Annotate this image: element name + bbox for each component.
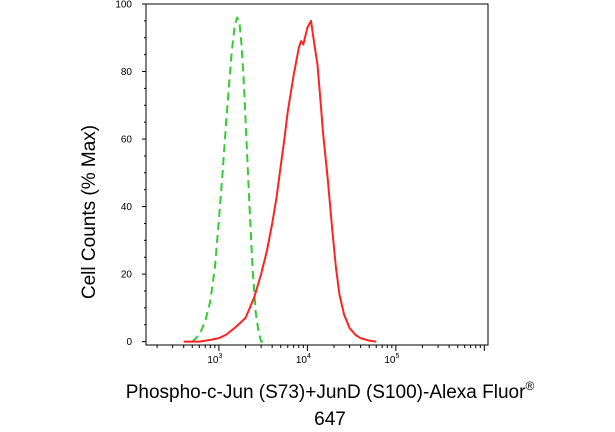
x-tick-label: 105 <box>384 353 399 366</box>
y-axis-title: Cell Counts (% Max) <box>79 125 100 299</box>
x-axis-title-line2: 647 <box>314 409 346 430</box>
plot-frame <box>145 3 489 346</box>
plot-area: 0 20 40 60 80 100 103 104 105 <box>115 0 489 366</box>
y-tick-label: 80 <box>121 67 133 78</box>
y-tick-label: 60 <box>121 135 133 146</box>
x-axis-title: Phospho-c-Jun (S73)+JunD (S100)-Alexa Fl… <box>126 379 535 403</box>
series-line-1 <box>191 16 269 343</box>
y-tick-label: 0 <box>126 337 132 348</box>
y-tick-label: 20 <box>121 270 133 281</box>
x-tick-label: 104 <box>296 353 311 366</box>
series-layer <box>183 16 377 343</box>
series-line-2 <box>183 19 377 343</box>
x-axis-title-superscript: ® <box>525 379 534 393</box>
y-tick-label: 100 <box>115 0 132 11</box>
x-axis-ticks: 103 104 105 <box>156 345 485 366</box>
x-axis-title-main: Phospho-c-Jun (S73)+JunD (S100)-Alexa Fl… <box>126 382 526 403</box>
x-tick-label: 103 <box>207 353 222 366</box>
y-tick-label: 40 <box>121 202 133 213</box>
y-axis-ticks: 0 20 40 60 80 100 <box>115 0 146 348</box>
